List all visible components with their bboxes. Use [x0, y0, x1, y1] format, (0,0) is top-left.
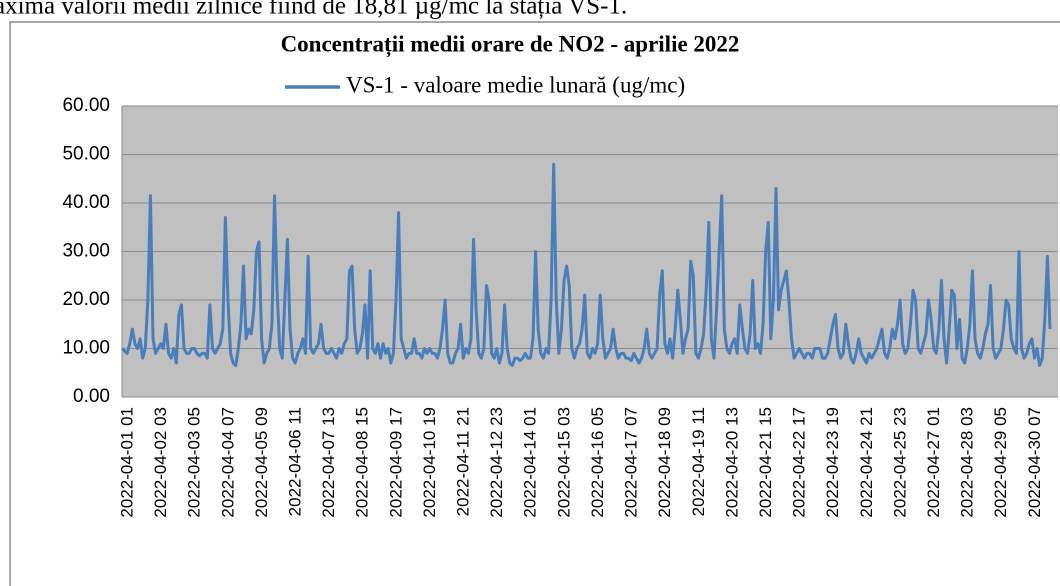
- y-tick-label: 20.00: [62, 289, 110, 310]
- x-tick-label: 2022-04-22 17: [790, 407, 809, 518]
- x-tick-label: 2022-04-14 01: [521, 407, 540, 518]
- x-tick-label: 2022-04-07 13: [319, 407, 338, 518]
- x-tick-label: 2022-04-20 13: [722, 407, 741, 518]
- x-tick-label: 2022-04-03 05: [185, 407, 204, 518]
- x-tick-label: 2022-04-25 23: [890, 407, 909, 518]
- x-tick-label: 2022-04-29 05: [991, 407, 1010, 518]
- x-tick-label: 2022-04-02 03: [151, 407, 170, 518]
- x-tick-label: 2022-04-16 05: [588, 407, 607, 518]
- x-tick-label: 2022-04-01 01: [117, 407, 136, 518]
- x-tick-label: 2022-04-06 11: [286, 407, 305, 516]
- x-tick-label: 2022-04-04 07: [218, 407, 237, 518]
- x-tick-label: 2022-04-09 17: [386, 407, 405, 518]
- y-tick-label: 50.00: [62, 144, 110, 165]
- x-tick-label: 2022-04-24 21: [857, 407, 876, 518]
- y-tick-label: 0.00: [73, 386, 110, 407]
- x-tick-label: 2022-04-23 19: [823, 407, 842, 518]
- x-tick-label: 2022-04-05 09: [252, 407, 271, 518]
- data-line: [120, 162, 1052, 367]
- caption: axima valorii medii zilnice fiind de 18,…: [0, 0, 627, 20]
- x-tick-label: 2022-04-28 03: [958, 407, 977, 518]
- y-tick-label: 60.00: [62, 95, 110, 116]
- x-tick-label: 2022-04-12 23: [487, 407, 506, 518]
- legend-label: VS-1 - valoare medie lunară (ug/mc): [346, 72, 685, 97]
- x-tick-label: 2022-04-08 15: [353, 407, 372, 518]
- chart: 0.00 10.00 20.00 30.00 40.00 50.00 60.00 2022-0…: [62, 72, 1058, 518]
- x-tick-label: 2022-04-27 01: [924, 407, 943, 518]
- x-tick-label: 2022-04-18 09: [655, 407, 674, 518]
- x-tick-label: 2022-04-21 15: [756, 407, 775, 518]
- y-tick-label: 30.00: [62, 241, 110, 262]
- x-tick-label: 2022-04-17 07: [622, 407, 641, 518]
- x-tick-label: 2022-04-11 21: [454, 407, 473, 516]
- chart-title: Concentrații medii orare de NO2 - aprili…: [281, 31, 740, 57]
- y-tick-label: 10.00: [62, 338, 110, 359]
- x-tick-label: 2022-04-19 11: [689, 407, 708, 516]
- y-tick-label: 40.00: [62, 192, 110, 213]
- x-tick-label: 2022-04-15 03: [554, 407, 573, 518]
- x-tick-label: 2022-04-10 19: [420, 407, 439, 518]
- x-tick-label: 2022-04-30 07: [1025, 407, 1044, 518]
